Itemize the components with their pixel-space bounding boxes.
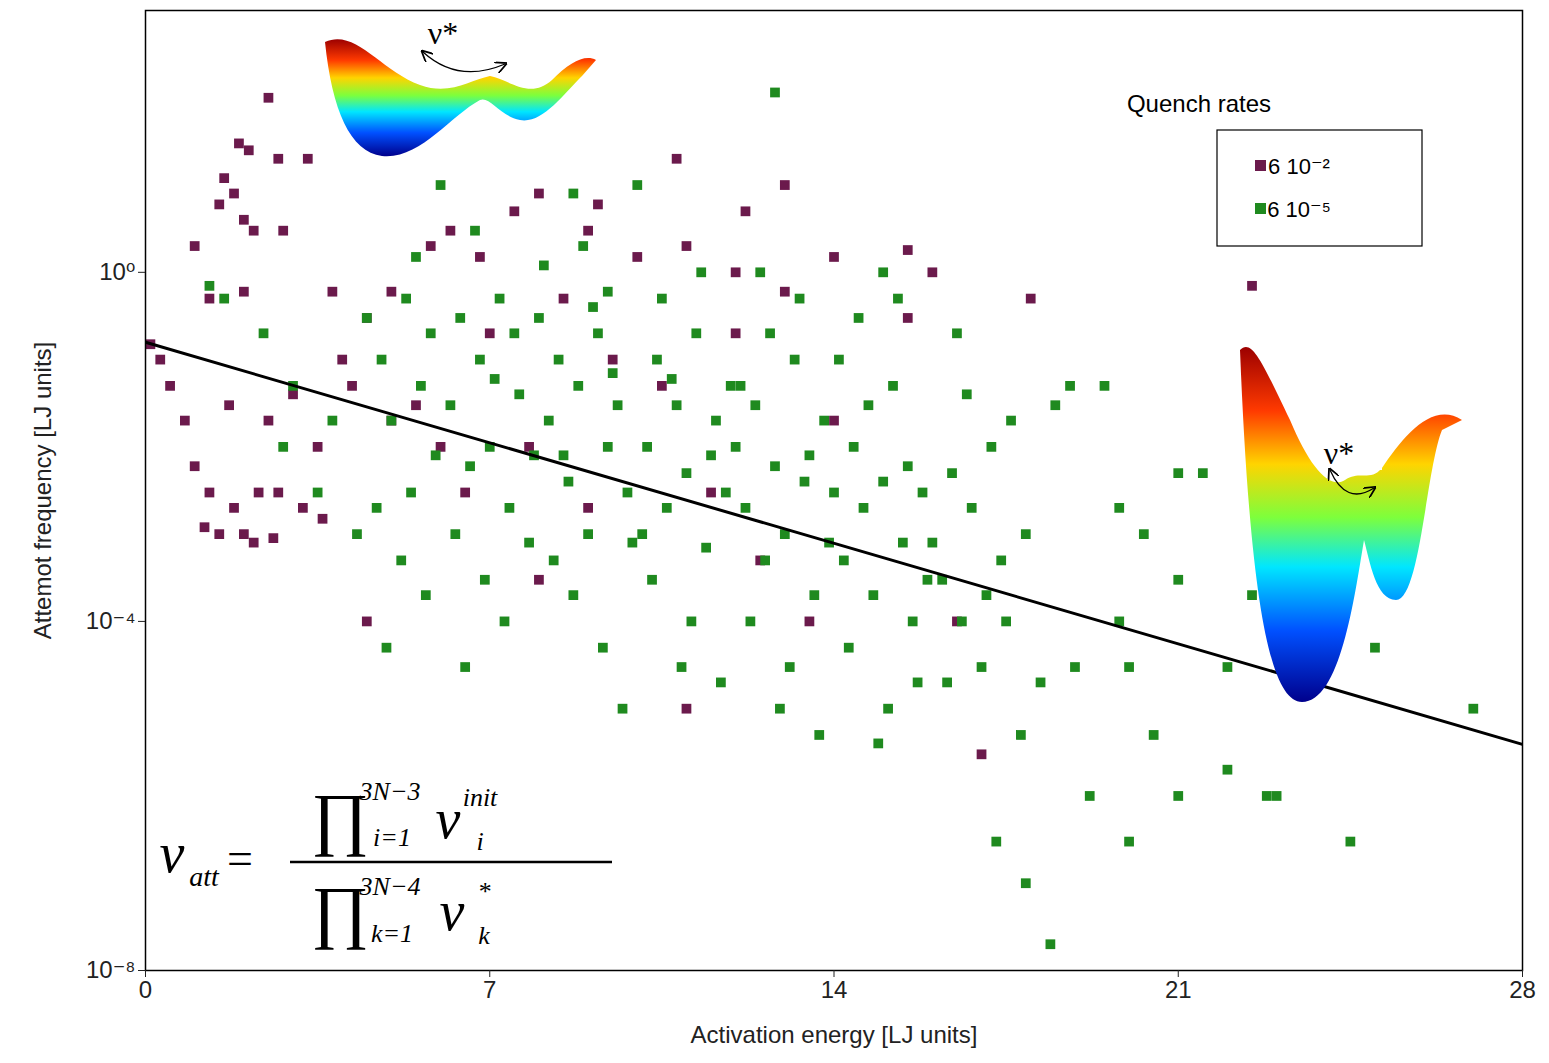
svg-text:10⁻⁴: 10⁻⁴ [86, 607, 136, 634]
svg-text:ν*: ν* [1324, 435, 1354, 471]
svg-text:0: 0 [139, 976, 152, 1003]
svg-text:3N−3: 3N−3 [359, 777, 421, 806]
svg-text:14: 14 [821, 976, 848, 1003]
svg-text:6 10⁻⁵: 6 10⁻⁵ [1267, 197, 1331, 222]
svg-text:28: 28 [1509, 976, 1536, 1003]
svg-text:Quench rates: Quench rates [1127, 90, 1271, 117]
svg-text:=: = [227, 833, 253, 884]
svg-text:att: att [189, 861, 220, 892]
svg-text:6 10⁻²: 6 10⁻² [1268, 154, 1330, 179]
svg-text:ν: ν [160, 822, 185, 884]
svg-text:Activation energy [LJ units]: Activation energy [LJ units] [691, 1021, 978, 1048]
svg-text:ν: ν [436, 788, 461, 850]
svg-text:ν: ν [440, 880, 465, 942]
svg-text:7: 7 [483, 976, 496, 1003]
svg-text:10⁰: 10⁰ [99, 258, 135, 285]
svg-text:10⁻⁸: 10⁻⁸ [86, 956, 136, 983]
svg-text:ν*: ν* [428, 15, 458, 51]
svg-text:k: k [478, 921, 490, 950]
svg-text:21: 21 [1165, 976, 1192, 1003]
svg-text:init: init [463, 783, 498, 812]
svg-text:Attemot frequency [LJ units]: Attemot frequency [LJ units] [29, 342, 56, 639]
svg-text:3N−4: 3N−4 [359, 872, 421, 901]
svg-text:k=1: k=1 [371, 919, 413, 948]
svg-text:i: i [476, 827, 483, 856]
svg-text:*: * [478, 877, 491, 906]
svg-text:i=1: i=1 [373, 823, 411, 852]
